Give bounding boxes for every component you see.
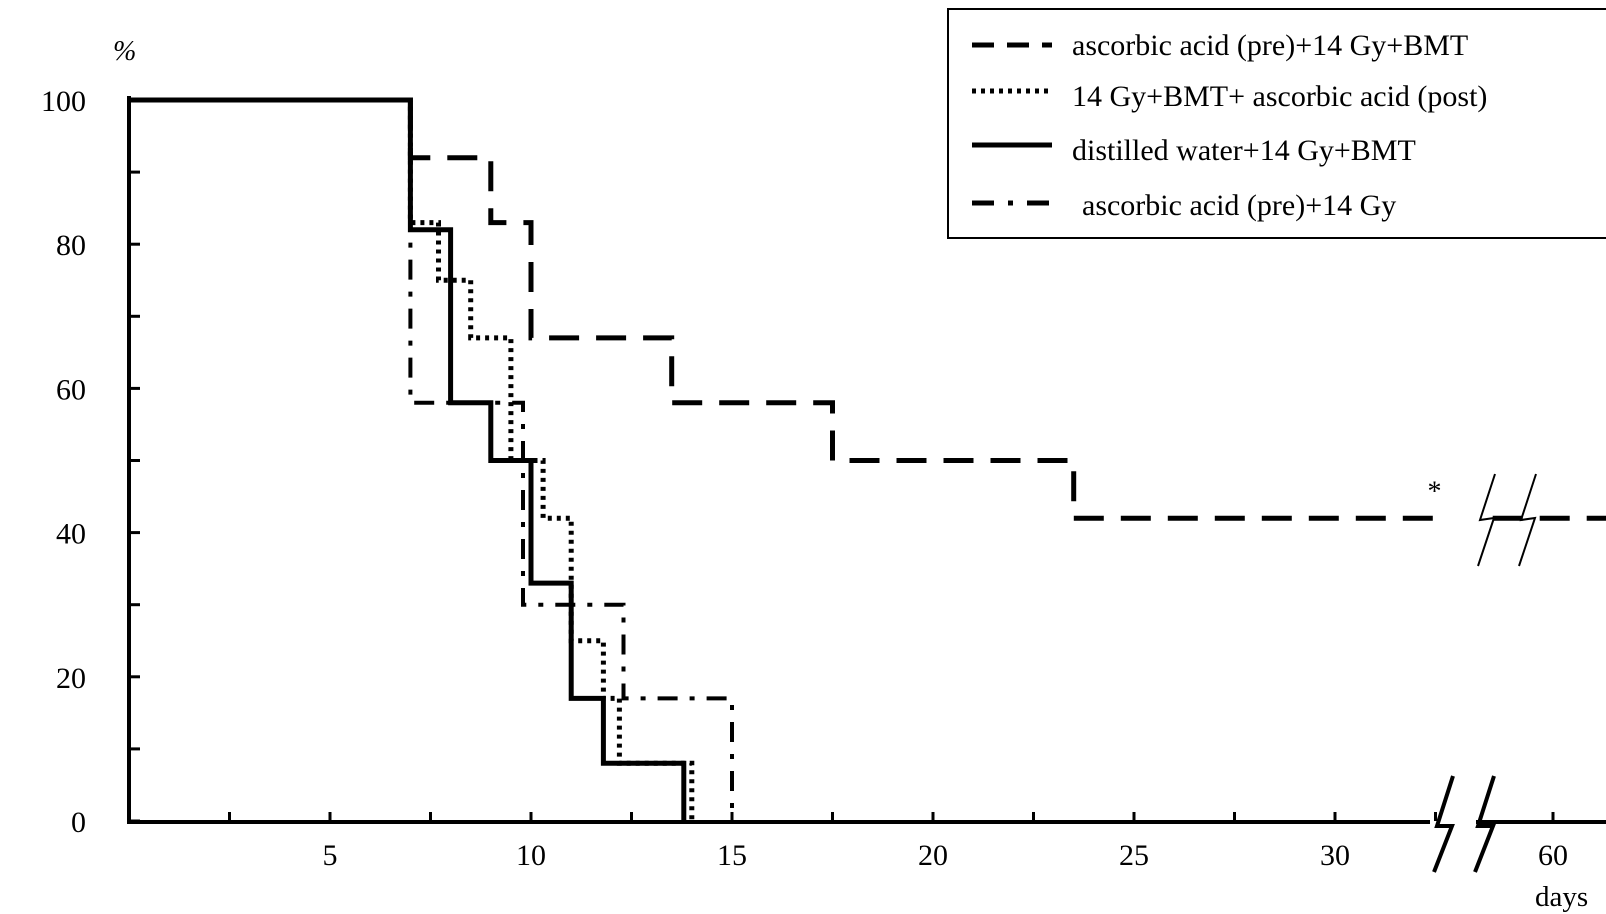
series-line-2 (129, 97, 695, 821)
y-axis-label: % (113, 36, 136, 67)
y-tick-label-60: 60 (56, 373, 86, 406)
y-tick-label-0: 0 (71, 806, 86, 839)
series-line-4 (129, 98, 734, 821)
y-tick-label-100: 100 (41, 85, 86, 118)
legend: ascorbic acid (pre)+14 Gy+BMT 14 Gy+BMT+… (947, 8, 1606, 239)
x-tick-label-20: 20 (918, 839, 948, 872)
y-tick-labels: 0 20 40 60 80 100 (41, 85, 86, 839)
x-axis-break-mark-left (1432, 775, 1455, 873)
x-tick-labels: 5 10 15 20 25 30 60 (228, 812, 1568, 872)
x-tick-label-30: 30 (1320, 839, 1350, 872)
x-tick-label-15: 15 (717, 839, 747, 872)
x-tick-label-25: 25 (1119, 839, 1149, 872)
x-axis-break-mark-right (1473, 775, 1496, 873)
legend-box (947, 8, 1606, 239)
legend-label-2: 14 Gy+BMT+ ascorbic acid (post) (1072, 80, 1487, 113)
axis-break (1432, 473, 1537, 873)
x-tick-label-5: 5 (323, 839, 338, 872)
series-break-mark-right (1518, 473, 1537, 567)
x-axis-label: days (1535, 881, 1588, 913)
legend-label-4: ascorbic acid (pre)+14 Gy (1082, 189, 1396, 222)
x-tick-label-10: 10 (516, 839, 546, 872)
series-line-1 (129, 97, 1448, 521)
legend-label-3: distilled water+14 Gy+BMT (1072, 134, 1416, 167)
y-tick-label-20: 20 (56, 662, 86, 695)
y-tick-label-80: 80 (56, 229, 86, 262)
x-tick-label-60: 60 (1538, 839, 1568, 872)
series-line-3 (129, 97, 687, 821)
significance-annotation: * (1427, 477, 1441, 508)
series-lines (129, 97, 1606, 821)
series-break-mark-left (1477, 473, 1496, 567)
y-tick-label-40: 40 (56, 518, 86, 551)
legend-label-1: ascorbic acid (pre)+14 Gy+BMT (1072, 29, 1468, 62)
